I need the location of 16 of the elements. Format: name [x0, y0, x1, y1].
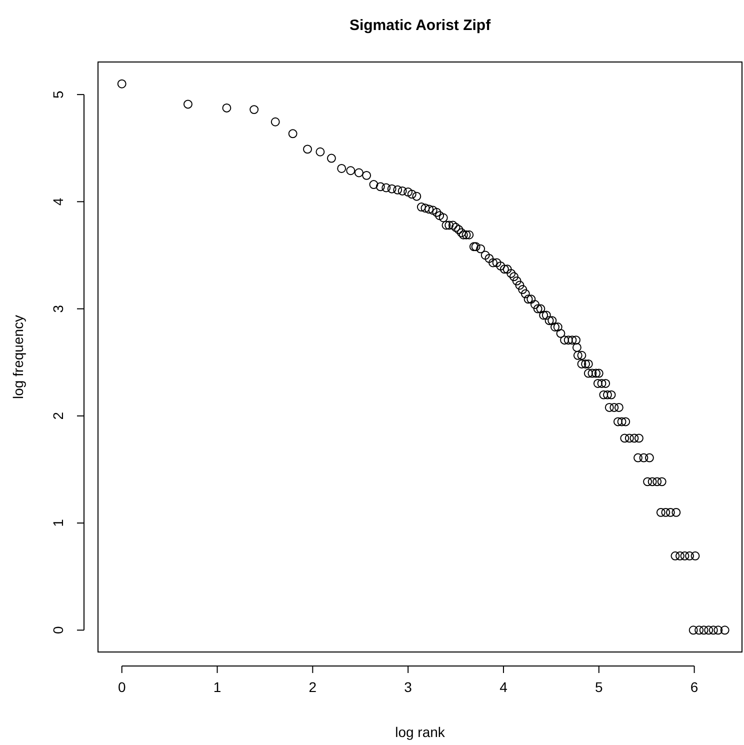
- y-axis-title: log frequency: [10, 314, 26, 400]
- x-tick-label: 6: [690, 678, 698, 695]
- y-tick-label: 3: [50, 304, 66, 313]
- x-tick-label: 4: [500, 678, 508, 695]
- y-tick-label: 1: [50, 518, 66, 527]
- x-tick-label: 1: [213, 678, 222, 695]
- y-tick-label: 5: [50, 90, 66, 98]
- x-tick-label: 2: [308, 678, 317, 695]
- chart-title: Sigmatic Aorist Zipf: [349, 17, 492, 34]
- x-tick-label: 0: [118, 678, 126, 695]
- x-tick-label: 3: [404, 678, 412, 695]
- x-tick-label: 5: [594, 678, 603, 695]
- y-tick-label: 0: [50, 626, 66, 634]
- y-tick-label: 4: [50, 198, 66, 206]
- x-axis-title: log rank: [395, 724, 446, 740]
- y-tick-label: 2: [50, 412, 66, 420]
